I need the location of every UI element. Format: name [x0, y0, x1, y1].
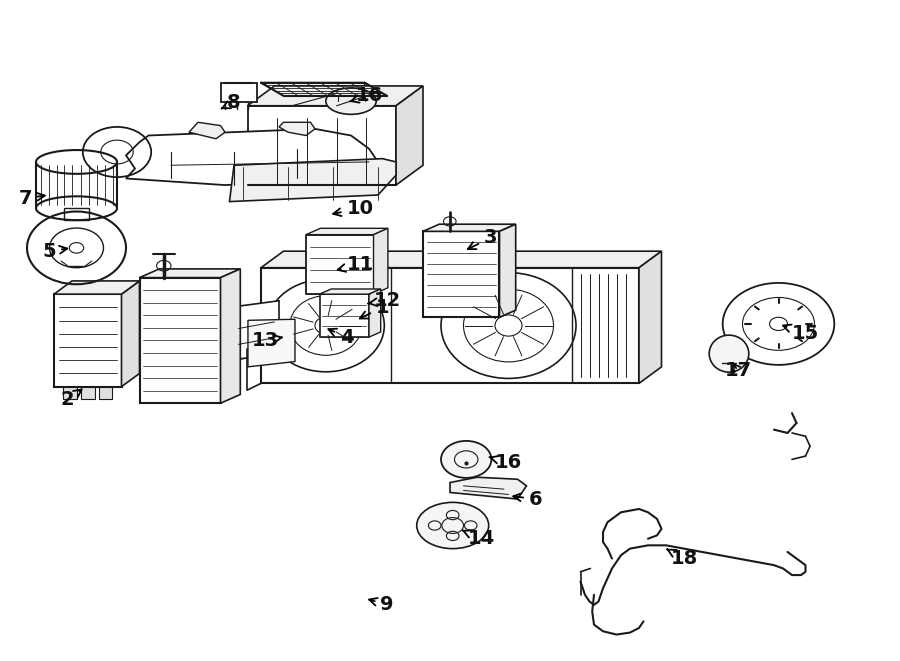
Ellipse shape — [326, 88, 376, 114]
Polygon shape — [54, 294, 122, 387]
Polygon shape — [230, 301, 279, 360]
Text: 4: 4 — [328, 328, 354, 346]
Text: 15: 15 — [783, 325, 819, 343]
Text: 16: 16 — [490, 453, 522, 472]
Polygon shape — [189, 122, 225, 139]
Polygon shape — [220, 269, 240, 403]
Polygon shape — [396, 86, 423, 185]
Bar — [65, 208, 88, 220]
Ellipse shape — [709, 335, 749, 372]
Polygon shape — [306, 228, 388, 235]
Polygon shape — [423, 231, 500, 317]
Polygon shape — [369, 289, 381, 337]
Polygon shape — [230, 159, 396, 202]
Text: 13: 13 — [252, 331, 283, 350]
Polygon shape — [126, 129, 378, 185]
Polygon shape — [364, 83, 387, 104]
Polygon shape — [279, 122, 315, 136]
Polygon shape — [140, 278, 220, 403]
Polygon shape — [320, 294, 369, 337]
Polygon shape — [248, 106, 396, 185]
Polygon shape — [99, 387, 112, 399]
Text: 9: 9 — [369, 596, 394, 614]
Polygon shape — [320, 289, 381, 294]
Polygon shape — [220, 83, 256, 102]
Text: 18: 18 — [667, 549, 698, 568]
Ellipse shape — [441, 441, 491, 478]
Text: 3: 3 — [468, 229, 498, 249]
Text: 1: 1 — [360, 298, 390, 319]
Polygon shape — [423, 224, 516, 231]
Text: 2: 2 — [60, 389, 82, 409]
Text: 8: 8 — [221, 93, 241, 112]
Ellipse shape — [417, 502, 489, 549]
Polygon shape — [122, 281, 140, 387]
Text: 17: 17 — [724, 361, 751, 379]
Polygon shape — [500, 224, 516, 317]
Polygon shape — [63, 387, 76, 399]
Polygon shape — [261, 268, 639, 383]
Polygon shape — [261, 83, 387, 96]
Polygon shape — [230, 342, 295, 360]
Text: 14: 14 — [463, 529, 495, 548]
Polygon shape — [374, 228, 388, 294]
Polygon shape — [639, 251, 662, 383]
Polygon shape — [140, 269, 240, 278]
Text: 6: 6 — [513, 490, 543, 508]
Text: 10: 10 — [333, 199, 374, 217]
Text: 11: 11 — [338, 255, 374, 274]
Polygon shape — [261, 251, 662, 268]
Polygon shape — [54, 281, 140, 294]
Polygon shape — [248, 319, 295, 367]
Polygon shape — [81, 387, 94, 399]
Polygon shape — [248, 86, 423, 106]
Polygon shape — [306, 235, 373, 294]
Text: 16: 16 — [350, 87, 382, 105]
Text: 12: 12 — [368, 292, 400, 310]
Polygon shape — [450, 477, 526, 499]
Text: 7: 7 — [18, 189, 45, 208]
Text: 5: 5 — [42, 242, 68, 260]
